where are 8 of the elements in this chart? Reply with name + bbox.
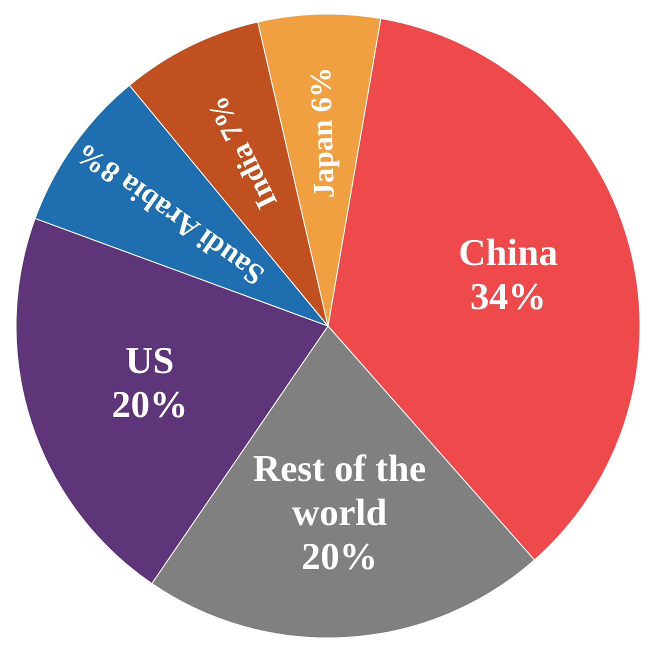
data-label: 20%: [302, 536, 378, 578]
slice-label: China: [458, 232, 558, 274]
slice-label: Japan 6%: [304, 66, 341, 199]
data-label: 34%: [470, 276, 546, 318]
slice-label: US: [125, 340, 174, 382]
data-label: 20%: [112, 384, 188, 426]
slice-label: India 7%: [200, 91, 284, 214]
slice-label: Rest of the world: [252, 448, 426, 534]
